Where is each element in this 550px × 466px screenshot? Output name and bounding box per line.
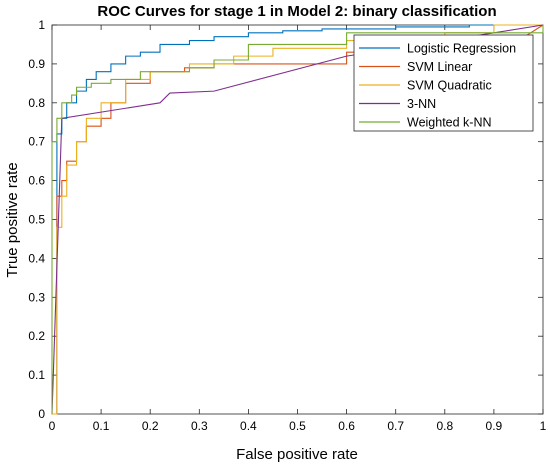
chart-title: ROC Curves for stage 1 in Model 2: binar… [97,3,496,20]
legend-label-svm-quadratic: SVM Quadratic [407,79,492,93]
legend-label-svm-linear: SVM Linear [407,60,472,74]
x-tick-label: 0.5 [289,419,306,433]
legend: Logistic Regression SVM Linear SVM Quadrat… [353,34,534,132]
x-axis-label: False positive rate [236,446,358,463]
y-tick-label: 0.7 [28,135,45,149]
series-line-weighted-k-nn [51,25,544,414]
legend-label-3-nn: 3-NN [407,97,436,111]
x-tick-label: 0.7 [387,419,404,433]
y-tick-label: 0.1 [28,368,45,382]
y-tick-label: 1 [38,18,45,32]
y-tick-label: 0.6 [28,174,45,188]
x-tick-label: 0 [49,419,56,433]
y-tick-label: 0 [38,407,45,421]
y-tick-label: 0.9 [28,57,45,71]
x-tick-label: 0.4 [240,419,257,433]
legend-box [353,34,534,132]
y-tick-label: 0.3 [28,290,45,304]
x-tick-label: 0.2 [142,419,159,433]
x-tick-label: 0.6 [338,419,355,433]
axis-ticks: 0 0.1 0.2 0.3 0.4 0.5 0.6 0.7 0.8 0.9 1 0 0.1 0.2 0.3 0… [28,18,546,433]
x-tick-label: 1 [540,419,547,433]
y-tick-label: 0.5 [28,213,45,227]
y-tick-label: 0.8 [28,96,45,110]
x-tick-label: 0.8 [436,419,453,433]
legend-label-weighted-k-nn: Weighted k-NN [407,116,492,130]
y-axis-label: True positive rate [4,162,21,277]
x-tick-label: 0.3 [191,419,208,433]
y-tick-label: 0.4 [28,251,45,265]
legend-label-logistic-regression: Logistic Regression [407,42,516,56]
x-tick-label: 0.1 [93,419,110,433]
y-tick-label: 0.2 [28,329,45,343]
x-tick-label: 0.9 [486,419,503,433]
